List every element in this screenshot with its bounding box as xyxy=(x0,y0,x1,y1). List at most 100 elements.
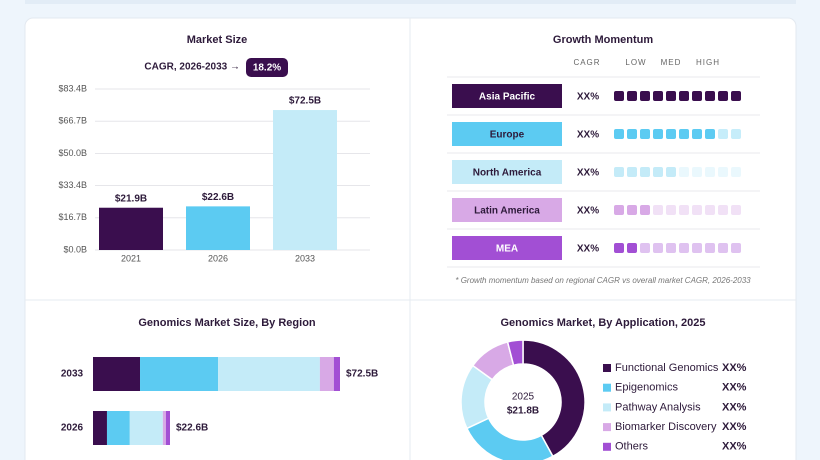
bar-segment xyxy=(93,357,141,391)
column-header: MED xyxy=(661,58,682,67)
momentum-dot xyxy=(705,91,715,101)
chart-title: Market Size xyxy=(187,34,248,46)
momentum-dot xyxy=(718,205,728,215)
momentum-dot xyxy=(731,167,741,177)
center-label: $21.8B xyxy=(507,406,539,417)
value-label: $21.9B xyxy=(115,193,147,204)
x-tick-label: 2026 xyxy=(208,253,228,263)
momentum-dot xyxy=(679,205,689,215)
cagr-label: XX% xyxy=(577,244,599,255)
cagr-label: XX% xyxy=(577,206,599,217)
y-tick-label: $0.0B xyxy=(63,244,87,254)
column-header: CAGR xyxy=(573,58,600,67)
momentum-dot xyxy=(666,91,676,101)
momentum-dot xyxy=(614,205,624,215)
region-label: MEA xyxy=(496,244,518,255)
y-tick-label: $83.4B xyxy=(58,83,87,93)
bar xyxy=(273,110,337,251)
y-tick-label: 2033 xyxy=(61,369,84,380)
momentum-dot xyxy=(666,243,676,253)
bar-segment xyxy=(93,411,107,445)
region-label: Europe xyxy=(490,130,525,141)
legend-value: XX% xyxy=(722,401,747,413)
bar xyxy=(99,207,163,250)
momentum-dot xyxy=(731,129,741,139)
momentum-dot xyxy=(705,243,715,253)
chart-title: Growth Momentum xyxy=(553,34,653,46)
x-tick-label: 2021 xyxy=(121,253,141,263)
cagr-label: XX% xyxy=(577,130,599,141)
bar xyxy=(186,206,250,250)
region-pill xyxy=(452,236,562,260)
legend-value: XX% xyxy=(722,382,747,394)
footnote: * Growth momentum based on regional CAGR… xyxy=(455,276,751,285)
momentum-dot xyxy=(640,91,650,101)
total-label: $22.6B xyxy=(176,423,208,434)
momentum-dot xyxy=(705,205,715,215)
momentum-dot xyxy=(718,91,728,101)
legend-swatch xyxy=(603,364,611,372)
momentum-dot xyxy=(705,167,715,177)
momentum-dot xyxy=(666,167,676,177)
badge: 18.2% xyxy=(253,63,281,74)
column-header: LOW xyxy=(625,58,646,67)
momentum-dot xyxy=(653,205,663,215)
momentum-dot xyxy=(679,91,689,101)
momentum-dot xyxy=(614,167,624,177)
value-label: $72.5B xyxy=(289,96,321,107)
y-tick-label: $50.0B xyxy=(58,148,87,158)
donut-segment xyxy=(522,339,586,458)
momentum-dot xyxy=(666,129,676,139)
momentum-dot xyxy=(627,129,637,139)
momentum-dot xyxy=(679,243,689,253)
region-label: Latin America xyxy=(474,206,540,217)
value-label: $22.6B xyxy=(202,192,234,203)
badge-bg xyxy=(246,58,288,77)
total-label: $72.5B xyxy=(346,369,378,380)
momentum-dot xyxy=(653,91,663,101)
bar-segment xyxy=(319,357,334,391)
top-strip xyxy=(25,0,796,4)
momentum-dot xyxy=(731,243,741,253)
momentum-dot xyxy=(718,243,728,253)
bar-segment xyxy=(140,357,219,391)
legend-label: Others xyxy=(615,441,649,453)
momentum-dot xyxy=(679,129,689,139)
legend-label: Biomarker Discovery xyxy=(615,421,717,433)
legend-swatch xyxy=(603,442,611,451)
momentum-dot xyxy=(718,167,728,177)
region-pill xyxy=(452,84,562,108)
legend-label: Pathway Analysis xyxy=(615,401,701,413)
bar-segment xyxy=(162,411,166,445)
momentum-dot xyxy=(653,167,663,177)
bar-segment xyxy=(129,411,163,445)
bar-segment xyxy=(218,357,320,391)
momentum-dot xyxy=(731,205,741,215)
momentum-dot xyxy=(666,205,676,215)
momentum-dot xyxy=(692,167,702,177)
momentum-dot xyxy=(692,129,702,139)
y-tick-label: $16.7B xyxy=(58,212,87,222)
region-pill xyxy=(452,160,562,184)
momentum-dot xyxy=(640,129,650,139)
legend-swatch xyxy=(603,403,611,412)
momentum-dot xyxy=(731,91,741,101)
legend-value: XX% xyxy=(722,441,747,453)
momentum-dot xyxy=(627,167,637,177)
cagr-label: XX% xyxy=(577,168,599,179)
momentum-dot xyxy=(614,91,624,101)
momentum-dot xyxy=(679,167,689,177)
bar-segment xyxy=(106,411,130,445)
momentum-dot xyxy=(614,129,624,139)
momentum-dot xyxy=(640,167,650,177)
region-pill xyxy=(452,198,562,222)
region-label: Asia Pacific xyxy=(479,92,536,103)
y-tick-label: $66.7B xyxy=(58,116,87,126)
momentum-dot xyxy=(718,129,728,139)
momentum-dot xyxy=(627,205,637,215)
momentum-dot xyxy=(640,243,650,253)
subtitle: CAGR, 2026-2033 → xyxy=(144,62,240,73)
momentum-dot xyxy=(640,205,650,215)
x-tick-label: 2033 xyxy=(295,253,315,263)
